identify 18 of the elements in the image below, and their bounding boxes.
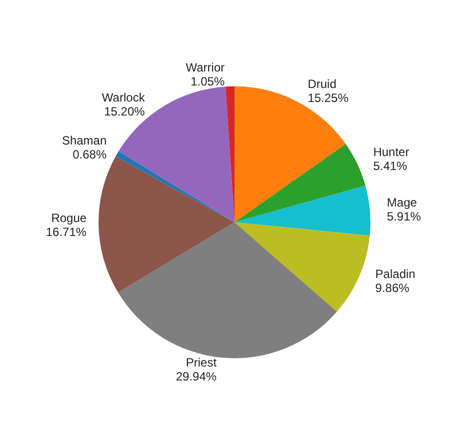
slice-label: Rogue [51, 210, 87, 225]
data-label: 1.05% [190, 74, 225, 88]
data-label: 16.71% [46, 224, 87, 239]
slice-label: Warlock [102, 90, 146, 104]
slice-label: Paladin [375, 266, 416, 281]
slice-label: Hunter [373, 144, 410, 159]
data-label: 15.25% [308, 90, 349, 105]
data-label: 5.91% [386, 209, 422, 224]
slice-label: Mage [386, 195, 418, 210]
slice-label: Warrior [186, 60, 225, 74]
data-label: 15.20% [104, 104, 146, 118]
slice-label: Druid [308, 76, 336, 91]
data-label: 0.68% [72, 148, 107, 162]
slice-label: Priest [186, 356, 218, 370]
data-label: 5.41% [373, 158, 408, 173]
slice-label: Shaman [62, 134, 107, 148]
data-label: 9.86% [375, 280, 410, 295]
data-label: 29.94% [176, 370, 217, 384]
